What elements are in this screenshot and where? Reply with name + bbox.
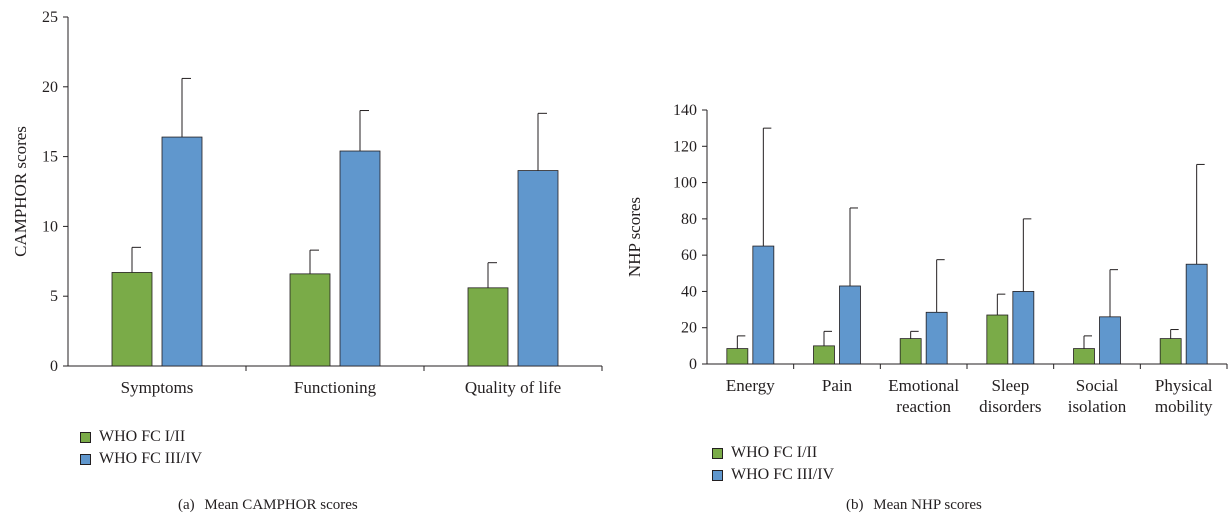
- caption-a-text: Mean CAMPHOR scores: [204, 497, 358, 513]
- y-tick-label: 80: [681, 211, 697, 228]
- caption-b-text: Mean NHP scores: [873, 497, 982, 513]
- y-tick-label: 5: [50, 288, 58, 305]
- y-axis-label: CAMPHOR scores: [11, 126, 30, 257]
- x-tick-label: Functioning: [294, 378, 377, 397]
- bar-group1: [726, 348, 749, 365]
- bar-group2: [1185, 263, 1208, 365]
- x-tick-label: Pain: [822, 376, 853, 395]
- y-tick-label: 40: [681, 283, 697, 300]
- y-tick-label: 25: [42, 9, 58, 26]
- y-tick-label: 140: [673, 102, 697, 119]
- y-tick-label: 20: [42, 79, 58, 96]
- legend-label-group2: WHO FC III/IV: [99, 450, 203, 467]
- y-axis-label: NHP scores: [625, 197, 644, 277]
- legend-swatch-blue: [80, 453, 91, 465]
- legend-item-group1: WHO FC I/II: [80, 426, 202, 448]
- legend-swatch-blue: [712, 469, 723, 481]
- bar-group1: [289, 273, 331, 367]
- bar-group2: [1099, 316, 1121, 365]
- legend-item-group2: WHO FC III/IV: [712, 464, 834, 486]
- y-tick-label: 120: [673, 138, 697, 155]
- legend-item-group1: WHO FC I/II: [712, 442, 834, 464]
- bar-group1: [813, 345, 835, 365]
- y-tick-label: 0: [689, 356, 697, 373]
- y-tick-label: 100: [673, 175, 697, 192]
- camphor-chart-panel: 0 5 10 15 20 25 CAMPHOR scores Symptoms Function…: [0, 0, 610, 521]
- bar-group2: [1012, 291, 1035, 365]
- legend-swatch-green: [712, 447, 723, 459]
- legend-label-group2: WHO FC III/IV: [731, 466, 835, 483]
- nhp-chart-panel: 0 20 40 60 80 100 120 140 NHP scores Energy Pain Em…: [610, 0, 1229, 521]
- bar-group2: [339, 150, 381, 367]
- camphor-legend: WHO FC I/II WHO FC III/IV: [80, 426, 202, 470]
- y-tick-label: 15: [42, 149, 58, 166]
- x-tick-label: Physical mobility: [1155, 376, 1213, 416]
- bar-group1: [467, 287, 509, 367]
- bar-group1: [111, 272, 153, 367]
- y-tick-label: 10: [42, 218, 58, 235]
- x-tick-label: Social isolation: [1068, 376, 1127, 416]
- legend-item-group2: WHO FC III/IV: [80, 448, 202, 470]
- legend-label-group1: WHO FC I/II: [731, 444, 818, 461]
- x-tick-label: Energy: [726, 376, 775, 395]
- x-tick-label: Sleep disorders: [979, 376, 1041, 416]
- caption-b-label: (b): [846, 497, 864, 513]
- x-tick-label: Emotional reaction: [888, 376, 959, 416]
- camphor-bar-chart: 0 5 10 15 20 25 CAMPHOR scores Symptoms Function…: [11, 9, 603, 397]
- y-tick-label: 60: [681, 247, 697, 264]
- bar-group1: [1159, 338, 1182, 365]
- caption-a-label: (a): [178, 497, 195, 513]
- y-tick-label: 0: [50, 358, 58, 375]
- bar-group1: [986, 314, 1009, 365]
- bar-group2: [752, 245, 775, 365]
- x-tick-label: Quality of life: [465, 378, 561, 397]
- bar-group2: [517, 170, 559, 367]
- caption-a: (a) Mean CAMPHOR scores: [178, 497, 358, 514]
- bar-group2: [839, 285, 861, 365]
- bar-group2: [925, 311, 948, 365]
- nhp-bar-chart: 0 20 40 60 80 100 120 140 NHP scores Energy Pain Em…: [625, 102, 1228, 416]
- caption-b: (b) Mean NHP scores: [846, 497, 982, 514]
- legend-swatch-green: [80, 431, 91, 443]
- bar-group1: [899, 338, 922, 365]
- y-tick-label: 20: [681, 320, 697, 337]
- bar-group2: [161, 136, 203, 367]
- x-tick-label: Symptoms: [121, 378, 194, 397]
- legend-label-group1: WHO FC I/II: [99, 428, 186, 445]
- bar-group1: [1073, 348, 1095, 365]
- nhp-legend: WHO FC I/II WHO FC III/IV: [712, 442, 834, 486]
